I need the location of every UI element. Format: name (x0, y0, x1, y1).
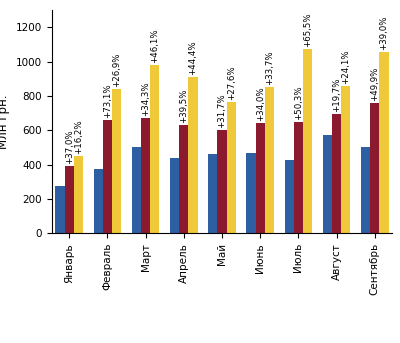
Bar (74, 156, 83, 233)
Bar (370, 103, 379, 233)
Bar (246, 154, 256, 233)
Text: +31,7%: +31,7% (218, 94, 226, 128)
Bar (170, 158, 179, 233)
Bar (379, 52, 388, 233)
Bar (112, 89, 121, 233)
Text: +44,4%: +44,4% (188, 40, 198, 75)
Y-axis label: Млн грн.: Млн грн. (0, 95, 10, 149)
Bar (94, 169, 103, 233)
Bar (179, 125, 188, 233)
Bar (341, 86, 350, 233)
Bar (361, 147, 370, 233)
Text: +19,7%: +19,7% (332, 78, 341, 112)
Bar (323, 134, 332, 233)
Bar (103, 120, 112, 233)
Bar (141, 118, 150, 233)
Text: +50,3%: +50,3% (294, 85, 303, 120)
Bar (188, 77, 198, 233)
Bar (65, 166, 74, 233)
Text: +46,1%: +46,1% (150, 28, 159, 63)
Text: +34,3%: +34,3% (141, 82, 150, 116)
Bar (218, 130, 226, 233)
Bar (294, 122, 303, 233)
Text: +26,9%: +26,9% (112, 52, 121, 87)
Text: +73,1%: +73,1% (103, 83, 112, 118)
Text: +33,7%: +33,7% (265, 50, 274, 85)
Bar (208, 154, 218, 233)
Text: +39,0%: +39,0% (380, 16, 388, 50)
Bar (285, 161, 294, 233)
Text: +39,5%: +39,5% (179, 88, 188, 123)
Bar (56, 186, 65, 233)
Text: +24,1%: +24,1% (341, 49, 350, 84)
Text: +65,5%: +65,5% (303, 12, 312, 47)
Bar (303, 49, 312, 233)
Bar (150, 65, 159, 233)
Bar (332, 114, 341, 233)
Bar (265, 87, 274, 233)
Text: +49,9%: +49,9% (370, 67, 379, 101)
Text: +37,0%: +37,0% (65, 130, 74, 164)
Text: +34,0%: +34,0% (256, 87, 265, 121)
Text: +16,2%: +16,2% (74, 119, 83, 154)
Bar (132, 147, 141, 233)
Bar (226, 102, 236, 233)
Bar (256, 123, 265, 233)
Text: +27,6%: +27,6% (227, 66, 236, 100)
